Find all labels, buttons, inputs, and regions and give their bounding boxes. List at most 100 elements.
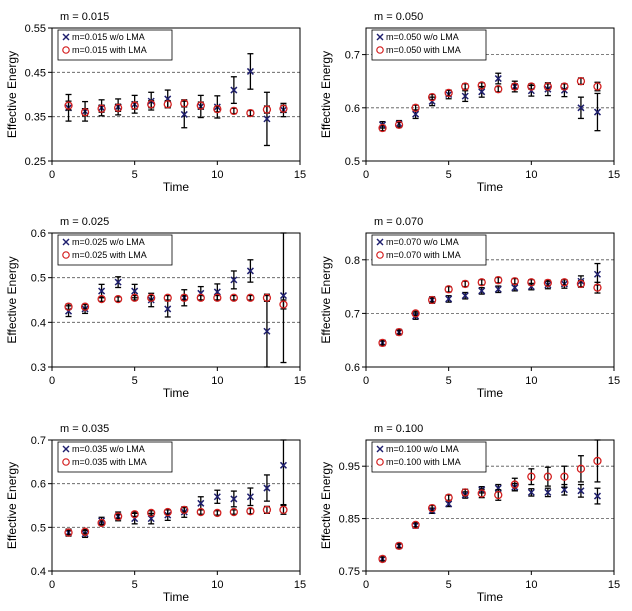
chart-6-legend-label-1: m=0.100 w/o LMA: [386, 444, 459, 454]
chart-3-series-1-errorbar-14: [280, 232, 287, 364]
chart-6-series-2-point-3: [411, 520, 420, 530]
chart-3-xtick-label-2: 5: [132, 375, 138, 387]
cross-stroke-b: [461, 92, 469, 100]
chart-2-series-1-point-6: [461, 92, 469, 100]
cross-stroke-b: [246, 267, 254, 275]
chart-2-series-2-point-14: [593, 82, 602, 91]
chart-5-series-2-point-2: [80, 527, 90, 536]
cross-stroke-b: [461, 292, 469, 300]
chart-4-series-1-point-6: [461, 292, 469, 300]
chart-1-series-2-point-1: [64, 101, 73, 110]
chart-5-ytick-label-2: 0.5: [31, 522, 46, 534]
chart-4-series-2-point-3: [411, 309, 420, 318]
cross-stroke-b: [114, 278, 122, 286]
chart-6-series-2-point-5: [444, 493, 453, 502]
chart-1-series-1: [65, 53, 287, 147]
cross-stroke-b: [213, 493, 221, 501]
chart-1-series-2: [64, 99, 288, 118]
chart-2-xtick-label-1: 0: [363, 169, 369, 181]
chart-2-xtick-label-2: 5: [446, 169, 452, 181]
cross-stroke-b: [577, 104, 585, 112]
chart-3-legend-label-1: m=0.025 w/o LMA: [72, 237, 145, 247]
chart-5-series-1-point-10: [213, 493, 221, 501]
chart-2-series-2-point-12: [560, 82, 569, 91]
chart-6-title: m = 0.100: [374, 423, 423, 435]
chart-3-series-1-point-5: [131, 287, 139, 295]
cross-stroke-b: [511, 284, 519, 292]
chart-6-series-2-point-11: [543, 472, 553, 481]
chart-5-xtick-label-2: 5: [132, 579, 138, 591]
chart-2-xtick-label-4: 15: [608, 169, 620, 181]
chart-3-series-2-errorbar-10: [214, 294, 221, 301]
chart-3-xlabel: Time: [163, 386, 190, 400]
chart-5-series-2-errorbar-8: [181, 507, 188, 513]
chart-1-series-2-point-14: [279, 104, 288, 113]
chart-5-series-2-errorbar-4: [115, 513, 122, 520]
chart-4-ytick-label-1: 0.6: [345, 362, 360, 374]
chart-2-series-2-errorbar-14: [594, 81, 601, 92]
chart-2-xtick-label-3: 10: [525, 169, 537, 181]
chart-6-xtick-label-3: 10: [525, 579, 537, 591]
chart-5-series-2-point-14: [279, 505, 288, 515]
chart-3-series-2-point-10: [213, 293, 222, 302]
chart-6-ytick-label-1: 0.75: [339, 566, 360, 578]
chart-3-series-2-point-14: [279, 300, 288, 309]
chart-4-series-2-point-12: [560, 278, 569, 287]
chart-3-xtick-label-3: 10: [211, 375, 223, 387]
cross-stroke-b: [279, 292, 287, 300]
chart-5-series-1-point-9: [197, 499, 205, 507]
chart-2-series-2-errorbar-7: [478, 82, 485, 89]
chart-5-series-2-point-7: [163, 507, 172, 517]
cross-stroke-b: [412, 110, 420, 118]
chart-1-ytick-label-2: 0.35: [25, 112, 46, 124]
chart-2-series-2-point-1: [378, 123, 387, 133]
chart-4-xtick-label-3: 10: [525, 375, 537, 387]
chart-5-legend-box: [57, 441, 173, 473]
chart-2-series-1: [379, 72, 601, 132]
chart-6-series-2-errorbar-2: [396, 543, 403, 549]
chart-4-series-2-errorbar-3: [412, 310, 419, 317]
chart-4-series-2-errorbar-4: [429, 297, 436, 303]
cross-stroke-b: [246, 493, 254, 501]
chart-6-series-2-errorbar-5: [445, 494, 452, 501]
chart-3-title: m = 0.025: [60, 216, 109, 228]
chart-4-ytick-label-3: 0.8: [345, 255, 360, 267]
cross-stroke-b: [263, 327, 271, 335]
cross-stroke-b: [213, 288, 221, 296]
chart-2-series-2-point-7: [477, 81, 486, 90]
chart-1-xtick-label-1: 0: [49, 169, 55, 181]
cross-stroke-b: [494, 75, 502, 83]
chart-3-legend-marker-1: [62, 238, 70, 246]
chart-4-series-2-point-9: [510, 277, 519, 286]
chart-6-series-1-point-11: [544, 488, 552, 496]
chart-2-series-2-point-6: [461, 82, 470, 91]
chart-6-series-2-errorbar-11: [544, 466, 551, 487]
chart-5-series-1-point-6: [147, 515, 155, 523]
chart-3-series-2-point-1: [64, 302, 73, 311]
chart-5-frame: [51, 439, 301, 572]
chart-5-xtick-label-3: 10: [211, 579, 223, 591]
chart-6-series-2-errorbar-3: [412, 522, 419, 528]
chart-4-legend-marker-2: [376, 251, 384, 259]
chart-2-series-2-point-2: [394, 120, 404, 129]
chart-4-series-2-point-6: [461, 279, 470, 289]
chart-6-series-2-errorbar-13: [577, 455, 584, 483]
chart-5-legend: m=0.035 w/o LMA m=0.035 with LMA: [57, 441, 173, 473]
chart-2-series-2-point-10: [527, 82, 536, 91]
chart-1-xtick-label-4: 15: [294, 169, 306, 181]
chart-6-legend-marker-2: [376, 458, 384, 466]
chart-3-series-2-point-6: [147, 293, 156, 302]
chart-4-series-2-point-2: [394, 328, 404, 337]
chart-3-series-2-point-11: [229, 293, 239, 302]
chart-5-series-2-errorbar-2: [82, 528, 89, 535]
chart-4-legend-label-2: m=0.070 with LMA: [386, 250, 461, 260]
chart-6-series-2-point-10: [527, 472, 536, 481]
cross-stroke-b: [577, 487, 585, 495]
chart-3-series-1-point-4: [114, 278, 122, 286]
chart-6-xtick-label-4: 15: [608, 579, 620, 591]
chart-1-xlabel: Time: [163, 180, 190, 194]
chart-6-series-2-errorbar-9: [511, 477, 518, 492]
chart-5-series-2-errorbar-1: [65, 529, 72, 536]
chart-1-series-1-point-13: [263, 115, 271, 123]
